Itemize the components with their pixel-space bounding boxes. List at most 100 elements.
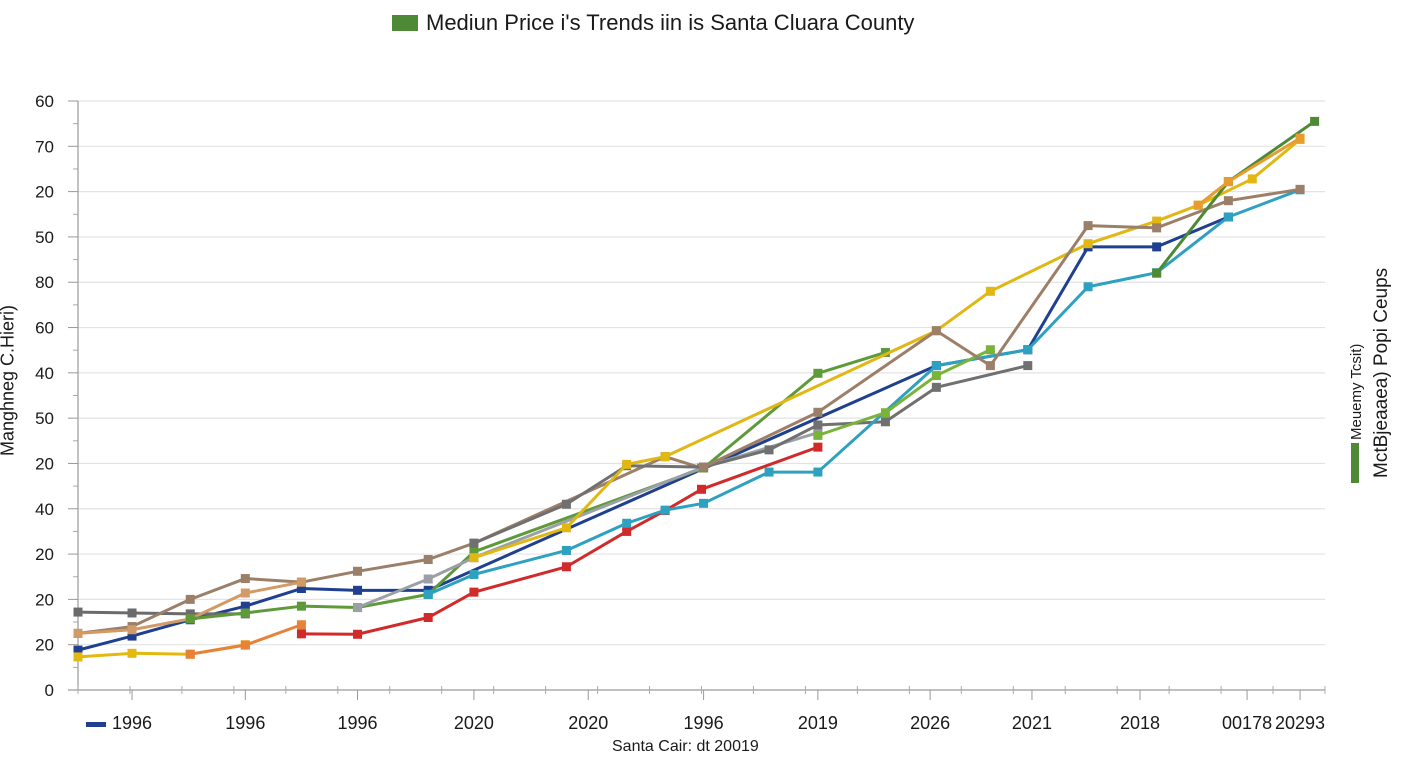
- data-point-teal: [813, 467, 823, 477]
- data-point-brown-late: [931, 326, 941, 336]
- data-point-teal: [561, 545, 571, 555]
- data-point-yellow-gold: [561, 523, 571, 533]
- data-point-teal: [469, 569, 479, 579]
- data-point-lime: [813, 430, 823, 440]
- data-point-brown-late: [699, 462, 709, 472]
- data-point-tan: [423, 555, 433, 565]
- data-point-yellow-gold: [660, 452, 670, 462]
- right-legend-swatch: [1351, 443, 1359, 483]
- data-point-brown-late: [985, 361, 995, 371]
- data-point-green: [469, 547, 479, 557]
- x-tick-label: 2021: [1012, 713, 1052, 733]
- data-point-yellow-gold: [1152, 216, 1162, 226]
- data-point-red: [561, 562, 571, 572]
- x-tick-label: 2026: [910, 713, 950, 733]
- y-tick-label: 40: [35, 364, 54, 383]
- data-point-green: [240, 608, 250, 618]
- data-point-red: [813, 442, 823, 452]
- y-tick-label: 20: [35, 590, 54, 609]
- data-point-lime: [880, 408, 890, 418]
- data-point-navy: [240, 601, 250, 611]
- data-point-yellow-gold: [985, 286, 995, 296]
- data-point-red: [697, 484, 706, 494]
- data-point-light-orange: [296, 577, 306, 587]
- data-point-brown-late: [1223, 196, 1233, 206]
- data-point-orange: [240, 640, 250, 650]
- data-point-yellow-gold: [1247, 174, 1257, 184]
- data-point-dark-gray: [127, 608, 137, 618]
- data-point-tan: [240, 574, 250, 584]
- data-point-red: [423, 613, 433, 623]
- data-point-orange-late: [1193, 200, 1203, 210]
- data-point-teal: [622, 518, 632, 528]
- data-point-navy: [296, 584, 306, 594]
- data-point-green: [813, 368, 823, 378]
- series-line-navy: [77, 215, 1229, 652]
- data-point-dark-gray: [73, 607, 83, 617]
- y-axis-title: Manghneg C.Hieri): [0, 304, 18, 457]
- data-point-lime: [985, 345, 995, 355]
- data-point-lime: [931, 371, 941, 381]
- x-tick-label: 1996: [338, 713, 378, 733]
- data-point-gray-mid: [880, 417, 890, 427]
- series-line-light-orange: [77, 580, 302, 635]
- y-tick-label: 50: [35, 409, 54, 428]
- bottom-legend-swatch: [86, 722, 106, 727]
- data-point-teal: [660, 505, 670, 515]
- series-line-orange: [189, 623, 302, 656]
- y-tick-label: 80: [35, 273, 54, 292]
- data-point-green: [880, 347, 890, 357]
- y-tick-label: 60: [35, 319, 54, 338]
- chart-title: Mediun Price i's Trends iin is Santa Clu…: [392, 10, 914, 36]
- series-line-brown-late: [702, 187, 1301, 469]
- data-point-orange: [185, 649, 195, 659]
- series-line-gray-mid: [473, 364, 1029, 545]
- series-line-yellow: [77, 643, 246, 659]
- series-line-green: [190, 351, 886, 621]
- series-line-red: [301, 445, 819, 636]
- data-point-light-gray: [423, 574, 433, 584]
- data-point-teal: [1223, 212, 1233, 222]
- data-point-teal: [423, 589, 433, 599]
- data-point-yellow-gold: [1083, 239, 1093, 249]
- data-point-brown-late: [1152, 223, 1162, 233]
- data-point-navy: [1152, 242, 1162, 252]
- data-point-gray-mid: [1023, 361, 1033, 371]
- data-point-gray-mid: [561, 499, 571, 509]
- x-tick-label: 1996: [225, 713, 265, 733]
- x-tick-label: 2020: [454, 713, 494, 733]
- x-axis-title: Santa Cair: dt 20019: [612, 738, 759, 755]
- series-line-lime: [817, 348, 992, 437]
- data-point-yellow-gold: [469, 553, 479, 563]
- x-tick-label: 1996: [684, 713, 724, 733]
- data-point-orange: [296, 620, 306, 630]
- y-tick-label: 20: [35, 454, 54, 473]
- x-tick-label: 00178: [1222, 713, 1272, 733]
- data-point-tan: [185, 594, 195, 604]
- right-label-1: Meuemy Tcsit): [1348, 343, 1365, 440]
- y-tick-label: 0: [45, 681, 54, 700]
- y-tick-label: 60: [35, 92, 54, 111]
- data-point-green-late: [1152, 268, 1162, 278]
- legend-swatch: [392, 15, 418, 31]
- data-point-teal: [1023, 345, 1033, 355]
- data-point-navy: [353, 585, 363, 595]
- series-line-teal: [427, 188, 1301, 596]
- data-point-red: [622, 526, 632, 536]
- data-point-yellow: [73, 652, 83, 662]
- data-point-light-gray: [353, 603, 363, 613]
- data-point-red: [469, 587, 479, 597]
- data-point-orange-late: [1295, 133, 1305, 143]
- data-point-teal: [931, 361, 941, 371]
- y-tick-label: 20: [35, 636, 54, 655]
- x-tick-label: 2018: [1120, 713, 1160, 733]
- data-point-brown-late: [1295, 184, 1305, 194]
- data-point-dark-gray: [185, 609, 195, 619]
- data-point-gray-mid: [931, 382, 941, 392]
- data-point-tan: [353, 566, 363, 576]
- data-point-gray-mid: [469, 538, 479, 548]
- y-tick-label: 40: [35, 500, 54, 519]
- data-point-navy: [73, 645, 83, 655]
- data-point-light-orange: [73, 628, 83, 638]
